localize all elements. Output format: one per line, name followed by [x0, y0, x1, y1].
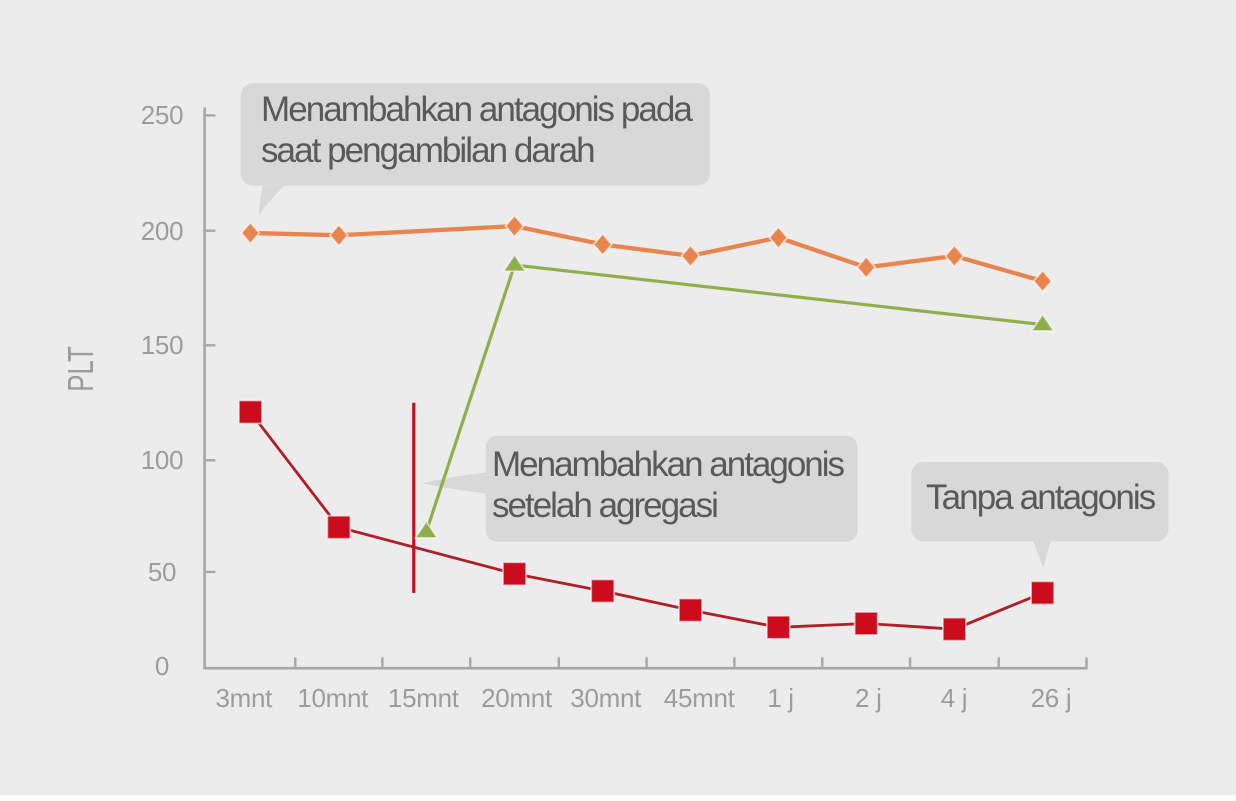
series-1-marker-2 j: [856, 255, 877, 280]
y-tick-label-50: 50: [147, 556, 177, 587]
y-axis-title: PLT: [60, 346, 101, 392]
series-3-marker-10mnt: [326, 514, 352, 540]
annotation-callout-box-1: [240, 83, 710, 186]
x-category-label-26-j: 26 j: [1030, 683, 1072, 713]
series-1-marker-3mnt: [240, 221, 261, 245]
series-3-marker-1 j: [765, 614, 791, 640]
series-3-marker-3mnt: [237, 399, 263, 425]
x-category-label-2-j: 2 j: [855, 683, 882, 713]
series-1-marker-30mnt: [592, 232, 613, 257]
annotation-callout-box-2: [485, 435, 858, 542]
series-1-marker-4 j: [944, 244, 965, 268]
series-3-marker-45mnt: [678, 597, 703, 623]
annotation-add-antagonist-at-draw: Menambahkan antagonis pada saat pengambi…: [261, 90, 693, 170]
footer-strip: [0, 795, 1236, 801]
series-3-marker-26 j: [1030, 580, 1055, 606]
x-category-label-3mnt: 3mnt: [215, 683, 273, 713]
annotation-callout-tail-1: [258, 185, 285, 216]
series-2-marker-26 j: [1029, 312, 1056, 332]
annotation-callout-tail-3: [1033, 541, 1051, 568]
x-category-label-4-j: 4 j: [940, 683, 968, 713]
series-3-marker-2 j: [853, 611, 879, 636]
series-1-marker-45mnt: [680, 244, 701, 268]
series-3-marker-30mnt: [590, 578, 616, 604]
series-1-marker-1 j: [768, 225, 789, 250]
series-1-marker-20mnt: [504, 214, 525, 238]
series-1-marker-26 j: [1032, 269, 1053, 294]
x-category-label-45mnt: 45mnt: [663, 683, 735, 713]
y-tick-label-150: 150: [140, 330, 184, 361]
y-tick-label-0: 0: [154, 650, 170, 681]
annotation-callout-box-3: [911, 462, 1169, 542]
annotation-callout-tail-2: [422, 472, 487, 494]
series-line-1: [248, 223, 1045, 284]
y-tick-label-250: 250: [140, 100, 184, 131]
series-2-marker-20mnt: [501, 253, 528, 273]
x-category-label-30mnt: 30mnt: [570, 683, 642, 713]
series-2-marker-15mnt: [413, 519, 439, 539]
x-category-label-10mnt: 10mnt: [297, 683, 369, 713]
x-category-label-15mnt: 15mnt: [387, 683, 459, 713]
x-category-label-20mnt: 20mnt: [481, 683, 552, 713]
annotation-add-antagonist-after-aggregation: Menambahkan antagonis setelah agregasi: [492, 445, 845, 525]
annotation-without-antagonist: Tanpa antagonis: [926, 478, 1156, 517]
series-3-marker-20mnt: [502, 561, 527, 587]
y-tick-label-100: 100: [140, 445, 184, 476]
x-category-label-1-j: 1 j: [767, 683, 794, 713]
series-3-marker-4 j: [942, 616, 967, 642]
series-1-marker-10mnt: [328, 223, 350, 248]
y-tick-label-200: 200: [140, 215, 184, 246]
